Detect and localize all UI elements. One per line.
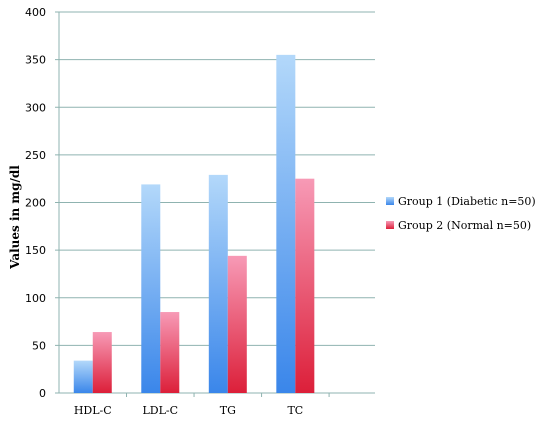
bar-group1-tg (208, 174, 228, 393)
bars (73, 54, 315, 394)
x-category-label: TG (220, 404, 236, 417)
legend: Group 1 (Diabetic n=50) Group 2 (Normal n… (386, 195, 536, 232)
y-tick-label: 0 (39, 387, 46, 400)
x-axis-categories: HDL-C LDL-C TG TC (74, 393, 330, 417)
y-tick-label: 50 (32, 339, 46, 352)
y-tick-label: 150 (25, 244, 46, 257)
bar-group1-tc (276, 54, 296, 394)
bar-group2-tc (295, 178, 315, 393)
y-axis-ticks: 0 50 100 150 200 250 300 350 400 (25, 6, 46, 400)
legend-swatch-2 (386, 221, 394, 229)
x-category-label: HDL-C (74, 404, 112, 417)
legend-label-2: Group 2 (Normal n=50) (398, 219, 531, 232)
bar-group2-tg (227, 255, 247, 393)
y-tick-label: 400 (25, 6, 46, 19)
legend-label-1: Group 1 (Diabetic n=50) (398, 195, 536, 208)
y-tick-label: 350 (25, 54, 46, 67)
bar-group1-hdl-c (73, 360, 93, 393)
x-category-label: LDL-C (143, 404, 179, 417)
y-tick-label: 250 (25, 149, 46, 162)
y-tick-label: 200 (25, 197, 46, 210)
bar-group1-ldl-c (141, 184, 161, 393)
y-axis-label: Values in mg/dl (8, 165, 22, 270)
y-tick-label: 100 (25, 292, 46, 305)
bar-group2-hdl-c (92, 332, 112, 393)
y-tick-label: 300 (25, 101, 46, 114)
x-category-label: TC (287, 404, 303, 417)
bar-group2-ldl-c (160, 312, 180, 393)
legend-swatch-1 (386, 197, 394, 205)
